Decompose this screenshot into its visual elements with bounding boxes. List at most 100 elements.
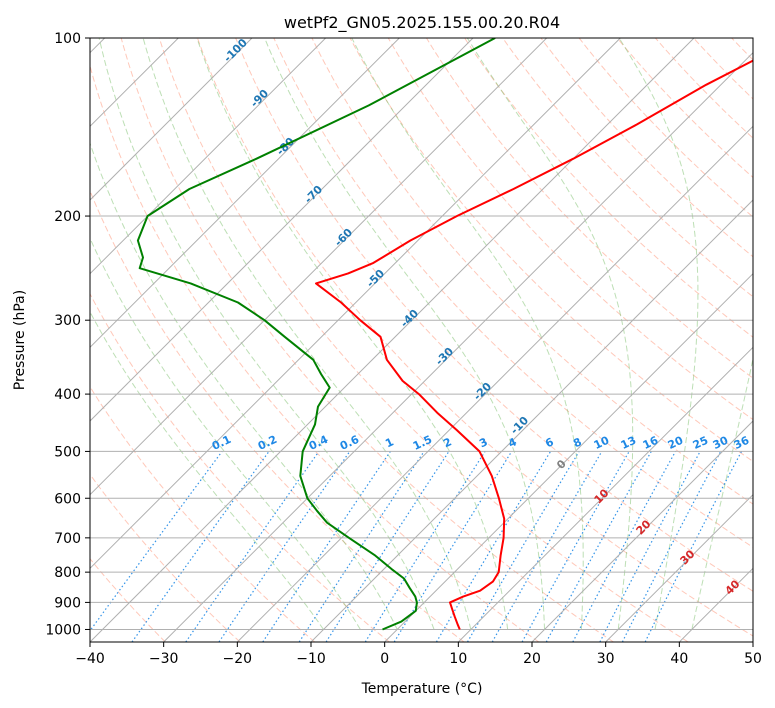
dry-adiabat (158, 38, 689, 642)
x-tick-label: 20 (523, 651, 541, 667)
dry-adiabat-label: -30 (433, 345, 456, 368)
dry-adiabat (311, 38, 753, 505)
moist-adiabat (90, 237, 361, 630)
moist-adiabat-label: 10 (592, 486, 612, 506)
isotherm-line (384, 272, 753, 642)
background-lines (90, 38, 775, 642)
mixing-ratio-label: 36 (732, 434, 752, 452)
mixing-ratio-line (521, 451, 630, 642)
x-tick-label: 30 (597, 651, 615, 667)
y-tick-label: 800 (54, 565, 81, 581)
dry-adiabat (770, 38, 775, 642)
mixing-ratio-label: 0.1 (210, 433, 233, 453)
y-axis-label: Pressure (hPa) (12, 290, 28, 390)
x-tick-label: 10 (449, 651, 467, 667)
y-tick-label: 400 (54, 387, 81, 403)
mixing-ratio-line (644, 451, 743, 642)
y-tick-label: 700 (54, 531, 81, 547)
mixing-ratio-line (599, 451, 701, 642)
moist-adiabat (90, 141, 398, 630)
y-tick-label: 300 (54, 313, 81, 329)
y-tick-label: 900 (54, 595, 81, 611)
isotherm-line (90, 38, 548, 496)
isotherm-line (90, 38, 253, 201)
dry-adiabat (693, 38, 753, 100)
isotherm-line (457, 346, 753, 642)
mixing-ratio-label: 20 (666, 434, 686, 452)
dry-adiabat (425, 38, 753, 379)
dry-adiabat (235, 38, 753, 592)
mixing-ratio-label: 10 (592, 434, 612, 452)
dry-adiabat-label: -10 (508, 414, 531, 437)
dry-adiabat-label: -70 (302, 183, 325, 206)
moist-adiabat (196, 38, 509, 630)
isotherm-line (531, 420, 753, 642)
mixing-ratio-line (393, 451, 513, 642)
mixing-ratio-label: 16 (641, 434, 661, 452)
dry-adiabat (387, 38, 753, 421)
x-axis-label: Temperature (°C) (361, 681, 483, 697)
isotherm-line (752, 641, 753, 642)
mixing-ratio-label: 1.5 (411, 433, 434, 453)
dry-adiabat-label: -90 (248, 87, 271, 110)
mixing-ratio-line (621, 451, 722, 642)
mixing-ratio-label: 0.6 (338, 433, 361, 453)
isotherm-line (236, 125, 753, 642)
mixing-ratio-label: 8 (571, 435, 583, 450)
x-tick-label: 50 (744, 651, 762, 667)
dry-adiabat (349, 38, 753, 463)
dry-adiabat-label: -50 (364, 267, 387, 290)
dry-adiabat-label: -100 (221, 36, 250, 65)
y-axis: 1000 900 800 700 600 500 400 300 200 100 (45, 31, 90, 638)
x-tick-label: −40 (75, 651, 105, 667)
x-tick-label: −10 (296, 651, 326, 667)
isotherm-line (90, 38, 621, 570)
moist-adiabat-label: 40 (723, 577, 743, 597)
dry-adiabat-label: -60 (332, 226, 355, 249)
mixing-ratio-line (218, 451, 351, 642)
moist-adiabat (264, 38, 545, 630)
mixing-ratio-line (298, 451, 425, 642)
mixing-ratio-line (545, 451, 652, 642)
mixing-ratio-label: 30 (711, 434, 731, 452)
y-tick-label: 200 (54, 209, 81, 225)
moist-adiabat (351, 38, 584, 630)
isotherm-line (678, 567, 753, 642)
chart-title: wetPf2_GN05.2025.155.00.20.R04 (284, 13, 560, 33)
isotherm-line (90, 38, 400, 349)
dry-adiabat (502, 38, 753, 298)
mixing-ratio-label: 2 (441, 435, 453, 450)
plot-frame (89, 37, 754, 643)
dry-adiabat (616, 38, 753, 179)
mixing-ratio-line (466, 451, 580, 642)
dry-adiabat (655, 38, 753, 139)
mixing-ratio-line (262, 451, 391, 642)
mixing-ratio-line (572, 451, 677, 642)
dry-adiabat (90, 64, 540, 642)
mixing-ratio-label: 1 (383, 435, 395, 450)
y-tick-label: 600 (54, 491, 81, 507)
x-axis: −40 −30 −20 −10 0 10 20 30 40 50 (75, 642, 762, 667)
dry-adiabat (273, 38, 753, 548)
moist-adiabat (618, 38, 699, 630)
x-tick-label: 0 (380, 651, 389, 667)
y-tick-label: 1000 (45, 622, 81, 638)
moist-adiabat (466, 38, 634, 630)
mixing-ratio-line (364, 451, 486, 642)
mixing-ratio-label: 13 (619, 434, 638, 452)
mixing-ratio-line (185, 451, 320, 642)
dry-adiabat-label: -40 (398, 307, 421, 330)
moist-adiabat (98, 38, 435, 630)
mixing-ratio-label: 25 (691, 434, 710, 452)
moist-adiabat-label: 20 (634, 517, 654, 537)
moist-adiabat (691, 356, 753, 630)
temperature-profile (315, 59, 753, 630)
isotherm-line (90, 38, 695, 642)
dry-adiabat (90, 473, 241, 642)
y-tick-label: 100 (54, 31, 81, 47)
dry-adiabat (578, 38, 753, 218)
dry-adiabat (90, 385, 316, 642)
isotherm-line (90, 38, 327, 275)
